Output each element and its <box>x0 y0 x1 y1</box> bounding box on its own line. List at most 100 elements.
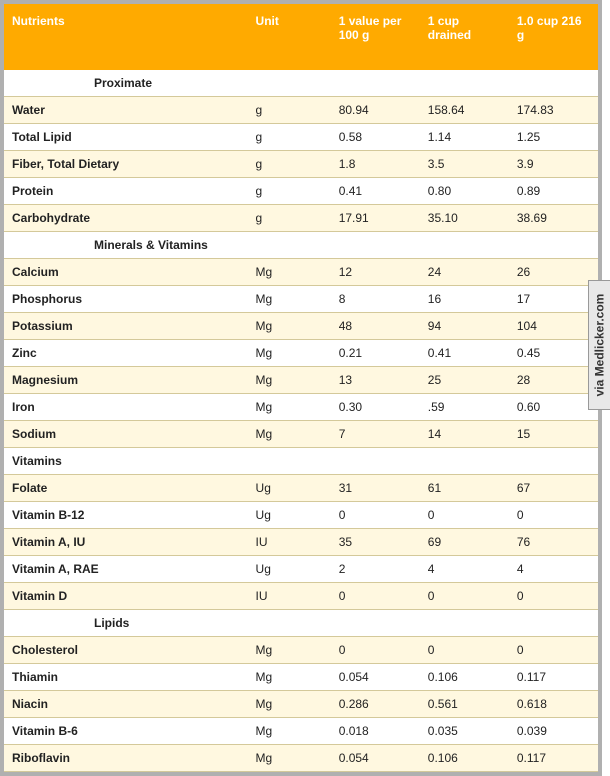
cell-value-cup-216g: 1.25 <box>509 124 598 151</box>
cell-value-cup-drained: 0 <box>420 502 509 529</box>
cell-nutrient: Vitamin B-6 <box>4 718 248 745</box>
cell-value-cup-216g: 0 <box>509 502 598 529</box>
cell-value-cup-216g: 76 <box>509 529 598 556</box>
cell-value-cup-216g: 17 <box>509 286 598 313</box>
cell-value-cup-drained: 0.41 <box>420 340 509 367</box>
cell-unit: Mg <box>248 313 331 340</box>
cell-value-cup-216g: 38.69 <box>509 205 598 232</box>
cell-unit: g <box>248 97 331 124</box>
cell-value-100g: 0.018 <box>331 718 420 745</box>
header-row: Nutrients Unit 1 value per 100 g 1 cup d… <box>4 4 598 70</box>
cell-value-cup-216g: 0.117 <box>509 745 598 772</box>
cell-value-cup-drained: 25 <box>420 367 509 394</box>
cell-value-cup-216g: 67 <box>509 475 598 502</box>
cell-nutrient: Calcium <box>4 259 248 286</box>
section-title: Vitamins <box>4 448 598 475</box>
cell-nutrient: Niacin <box>4 691 248 718</box>
cell-value-cup-drained: 0.035 <box>420 718 509 745</box>
cell-value-cup-216g: 0.60 <box>509 394 598 421</box>
table-row: Fiber, Total Dietaryg1.83.53.9 <box>4 151 598 178</box>
cell-value-cup-216g: 4 <box>509 556 598 583</box>
cell-value-cup-drained: 4 <box>420 556 509 583</box>
header-cup-drained: 1 cup drained <box>420 4 509 70</box>
header-per-100g: 1 value per 100 g <box>331 4 420 70</box>
cell-nutrient: Fiber, Total Dietary <box>4 151 248 178</box>
table-row: FolateUg316167 <box>4 475 598 502</box>
table-body: ProximateWaterg80.94158.64174.83Total Li… <box>4 70 598 772</box>
cell-nutrient: Total Lipid <box>4 124 248 151</box>
cell-value-cup-216g: 0 <box>509 637 598 664</box>
cell-value-cup-216g: 28 <box>509 367 598 394</box>
cell-value-100g: 0 <box>331 502 420 529</box>
cell-nutrient: Vitamin A, RAE <box>4 556 248 583</box>
cell-nutrient: Vitamin A, IU <box>4 529 248 556</box>
cell-value-100g: 0.286 <box>331 691 420 718</box>
cell-value-cup-drained: 69 <box>420 529 509 556</box>
cell-value-cup-drained: .59 <box>420 394 509 421</box>
table-row: IronMg0.30.590.60 <box>4 394 598 421</box>
table-row: Vitamin DIU000 <box>4 583 598 610</box>
cell-unit: Mg <box>248 718 331 745</box>
cell-nutrient: Magnesium <box>4 367 248 394</box>
cell-value-100g: 2 <box>331 556 420 583</box>
cell-unit: Mg <box>248 691 331 718</box>
header-nutrients: Nutrients <box>4 4 248 70</box>
section-header-row: Proximate <box>4 70 598 97</box>
cell-value-100g: 0.58 <box>331 124 420 151</box>
cell-unit: Mg <box>248 286 331 313</box>
table-row: ThiaminMg0.0540.1060.117 <box>4 664 598 691</box>
table-row: ZincMg0.210.410.45 <box>4 340 598 367</box>
cell-value-cup-drained: 0.561 <box>420 691 509 718</box>
cell-value-100g: 0.054 <box>331 664 420 691</box>
cell-value-cup-drained: 0.106 <box>420 745 509 772</box>
cell-unit: Mg <box>248 394 331 421</box>
cell-value-cup-drained: 3.5 <box>420 151 509 178</box>
table-row: NiacinMg0.2860.5610.618 <box>4 691 598 718</box>
cell-value-100g: 80.94 <box>331 97 420 124</box>
section-header-row: Vitamins <box>4 448 598 475</box>
table-row: Vitamin A, RAEUg244 <box>4 556 598 583</box>
cell-value-cup-drained: 158.64 <box>420 97 509 124</box>
cell-value-cup-drained: 0 <box>420 583 509 610</box>
cell-unit: Mg <box>248 340 331 367</box>
cell-value-100g: 13 <box>331 367 420 394</box>
header-cup-216g: 1.0 cup 216 g <box>509 4 598 70</box>
cell-unit: Mg <box>248 367 331 394</box>
cell-value-cup-216g: 104 <box>509 313 598 340</box>
cell-value-cup-drained: 35.10 <box>420 205 509 232</box>
cell-value-cup-216g: 0.45 <box>509 340 598 367</box>
cell-nutrient: Potassium <box>4 313 248 340</box>
cell-nutrient: Iron <box>4 394 248 421</box>
cell-unit: Mg <box>248 745 331 772</box>
table-row: Vitamin B-6Mg0.0180.0350.039 <box>4 718 598 745</box>
cell-value-cup-drained: 94 <box>420 313 509 340</box>
cell-unit: Mg <box>248 664 331 691</box>
cell-value-cup-drained: 1.14 <box>420 124 509 151</box>
cell-value-100g: 0.21 <box>331 340 420 367</box>
cell-value-cup-drained: 61 <box>420 475 509 502</box>
cell-unit: g <box>248 178 331 205</box>
table-row: CalciumMg122426 <box>4 259 598 286</box>
cell-unit: Ug <box>248 556 331 583</box>
table-row: Waterg80.94158.64174.83 <box>4 97 598 124</box>
table-row: Vitamin A, IUIU356976 <box>4 529 598 556</box>
cell-value-100g: 0.41 <box>331 178 420 205</box>
cell-unit: g <box>248 124 331 151</box>
cell-unit: IU <box>248 583 331 610</box>
cell-value-cup-drained: 0 <box>420 637 509 664</box>
cell-nutrient: Sodium <box>4 421 248 448</box>
cell-unit: Ug <box>248 502 331 529</box>
table-row: SodiumMg71415 <box>4 421 598 448</box>
cell-value-cup-drained: 16 <box>420 286 509 313</box>
cell-value-100g: 31 <box>331 475 420 502</box>
nutrition-table: Nutrients Unit 1 value per 100 g 1 cup d… <box>4 4 598 772</box>
section-title: Proximate <box>4 70 598 97</box>
cell-value-cup-216g: 26 <box>509 259 598 286</box>
header-unit: Unit <box>248 4 331 70</box>
cell-value-cup-drained: 0.80 <box>420 178 509 205</box>
section-title: Lipids <box>4 610 598 637</box>
cell-value-100g: 0 <box>331 637 420 664</box>
cell-value-cup-216g: 0.039 <box>509 718 598 745</box>
cell-value-100g: 7 <box>331 421 420 448</box>
cell-nutrient: Phosphorus <box>4 286 248 313</box>
